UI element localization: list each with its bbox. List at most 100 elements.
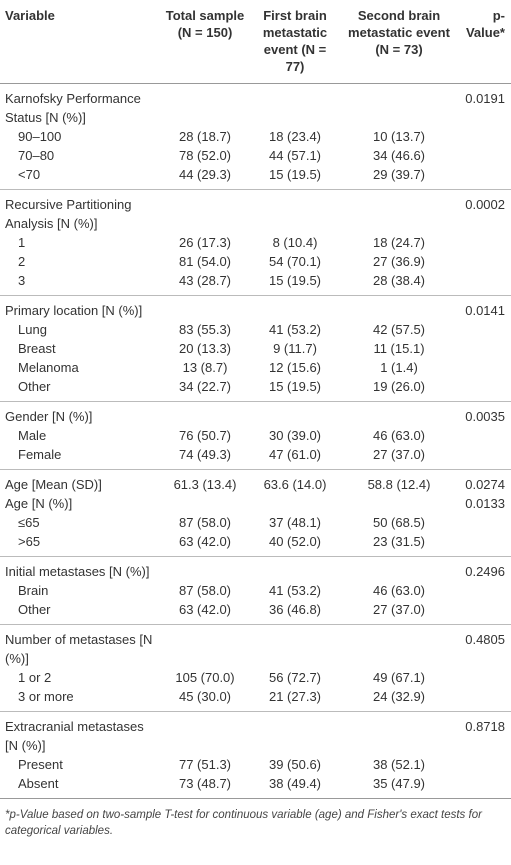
empty-cell <box>158 712 252 756</box>
p-value: 0.0191 <box>465 91 505 106</box>
level-label: >65 <box>18 534 41 549</box>
empty-cell <box>460 320 511 339</box>
level-row: Other 63 (42.0) 36 (46.8) 27 (37.0) <box>0 600 511 625</box>
empty-cell <box>338 190 460 234</box>
value-cell: 46 (63.0) <box>372 583 426 598</box>
value-cell: 18 (24.7) <box>372 235 426 250</box>
p-value: 0.4805 <box>465 632 505 647</box>
level-row: 90–100 28 (18.7) 18 (23.4) 10 (13.7) <box>0 127 511 146</box>
value-cell: 28 (18.7) <box>178 129 232 144</box>
empty-cell <box>460 271 511 296</box>
value-cell: 19 (26.0) <box>372 379 426 394</box>
section-header-row: Number of metastases [N (%)] 0.4805 <box>0 625 511 669</box>
p-value: 0.0141 <box>465 303 505 318</box>
level-label: 2 <box>18 254 26 269</box>
empty-cell <box>252 712 338 756</box>
value-cell: 77 (51.3) <box>178 757 232 772</box>
variable-label: Initial metastases [N (%)] <box>5 564 150 579</box>
level-label: 90–100 <box>18 129 62 144</box>
value-cell: 38 (49.4) <box>268 776 322 791</box>
value-cell: 56 (72.7) <box>268 670 322 685</box>
level-label: Present <box>18 757 63 772</box>
value-cell: 63 (42.0) <box>178 534 232 549</box>
section-header-row: Age [Mean (SD)] 61.3 (13.4) 63.6 (14.0) 58.… <box>0 470 511 495</box>
empty-cell <box>338 494 460 513</box>
value-cell: 23 (31.5) <box>372 534 426 549</box>
empty-cell <box>460 774 511 799</box>
section: Karnofsky Performance Status [N (%)] 0.01… <box>0 84 511 190</box>
section-header-row: Primary location [N (%)] 0.0141 <box>0 296 511 321</box>
level-label: Other <box>18 602 51 617</box>
document: Variable Total sample (N = 150) First brai… <box>0 0 511 837</box>
column-header: First brain metastatic event (N = 77) <box>252 0 338 84</box>
value-cell: 26 (17.3) <box>178 235 232 250</box>
value-cell: 44 (57.1) <box>268 148 322 163</box>
empty-cell <box>338 625 460 669</box>
p-value: 0.2496 <box>465 564 505 579</box>
variable-label: Karnofsky Performance Status [N (%)] <box>5 91 141 125</box>
section: Number of metastases [N (%)] 0.4805 1 or 2… <box>0 625 511 712</box>
level-label: Lung <box>18 322 47 337</box>
empty-cell <box>252 190 338 234</box>
level-label: <70 <box>18 167 41 182</box>
level-row: 1 or 2 105 (70.0) 56 (72.7) 49 (67.1) <box>0 668 511 687</box>
value-cell: 30 (39.0) <box>268 428 322 443</box>
empty-cell <box>460 339 511 358</box>
value-cell: 40 (52.0) <box>268 534 322 549</box>
level-label: Melanoma <box>18 360 79 375</box>
level-label: Other <box>18 379 51 394</box>
section: Primary location [N (%)] 0.0141 Lung 83 (55… <box>0 296 511 402</box>
empty-cell <box>338 296 460 321</box>
level-label: 3 <box>18 273 26 288</box>
value-cell: 74 (49.3) <box>178 447 232 462</box>
level-row: 3 43 (28.7) 15 (19.5) 28 (38.4) <box>0 271 511 296</box>
empty-cell <box>252 402 338 427</box>
empty-cell <box>460 233 511 252</box>
empty-cell <box>460 532 511 557</box>
level-row: Lung 83 (55.3) 41 (53.2) 42 (57.5) <box>0 320 511 339</box>
empty-cell <box>460 146 511 165</box>
section: Initial metastases [N (%)] 0.2496 Brain 87 … <box>0 557 511 625</box>
value-cell: 18 (23.4) <box>268 129 322 144</box>
value-cell: 61.3 (13.4) <box>173 477 237 492</box>
value-cell: 8 (10.4) <box>272 235 318 250</box>
empty-cell <box>338 712 460 756</box>
value-cell: 24 (32.9) <box>372 689 426 704</box>
level-row: <70 44 (29.3) 15 (19.5) 29 (39.7) <box>0 165 511 190</box>
value-cell: 27 (36.9) <box>372 254 426 269</box>
column-header: p-Value* <box>460 0 511 84</box>
empty-cell <box>158 402 252 427</box>
empty-cell <box>460 513 511 532</box>
empty-cell <box>460 668 511 687</box>
value-cell: 47 (61.0) <box>268 447 322 462</box>
empty-cell <box>158 190 252 234</box>
value-cell: 43 (28.7) <box>178 273 232 288</box>
level-row: Brain 87 (58.0) 41 (53.2) 46 (63.0) <box>0 581 511 600</box>
level-row: Absent 73 (48.7) 38 (49.4) 35 (47.9) <box>0 774 511 799</box>
empty-cell <box>460 581 511 600</box>
level-row: Breast 20 (13.3) 9 (11.7) 11 (15.1) <box>0 339 511 358</box>
level-row: Other 34 (22.7) 15 (19.5) 19 (26.0) <box>0 377 511 402</box>
empty-cell <box>338 84 460 128</box>
level-label: Breast <box>18 341 56 356</box>
value-cell: 46 (63.0) <box>372 428 426 443</box>
empty-cell <box>252 625 338 669</box>
p-value: 0.0274 <box>465 477 505 492</box>
empty-cell <box>158 625 252 669</box>
level-row: 1 26 (17.3) 8 (10.4) 18 (24.7) <box>0 233 511 252</box>
section-header-row: Karnofsky Performance Status [N (%)] 0.01… <box>0 84 511 128</box>
level-label: ≤65 <box>18 515 40 530</box>
level-row: 70–80 78 (52.0) 44 (57.1) 34 (46.6) <box>0 146 511 165</box>
level-row: 2 81 (54.0) 54 (70.1) 27 (36.9) <box>0 252 511 271</box>
header-row: Variable Total sample (N = 150) First brai… <box>0 0 511 84</box>
p-value: 0.8718 <box>465 719 505 734</box>
variable-label: Age [Mean (SD)] <box>5 477 102 492</box>
level-label: 3 or more <box>18 689 74 704</box>
empty-cell <box>252 296 338 321</box>
value-cell: 45 (30.0) <box>178 689 232 704</box>
empty-cell <box>252 494 338 513</box>
level-row: 3 or more 45 (30.0) 21 (27.3) 24 (32.9) <box>0 687 511 712</box>
section-header-row: Initial metastases [N (%)] 0.2496 <box>0 557 511 582</box>
level-label: Brain <box>18 583 49 598</box>
value-cell: 20 (13.3) <box>178 341 232 356</box>
